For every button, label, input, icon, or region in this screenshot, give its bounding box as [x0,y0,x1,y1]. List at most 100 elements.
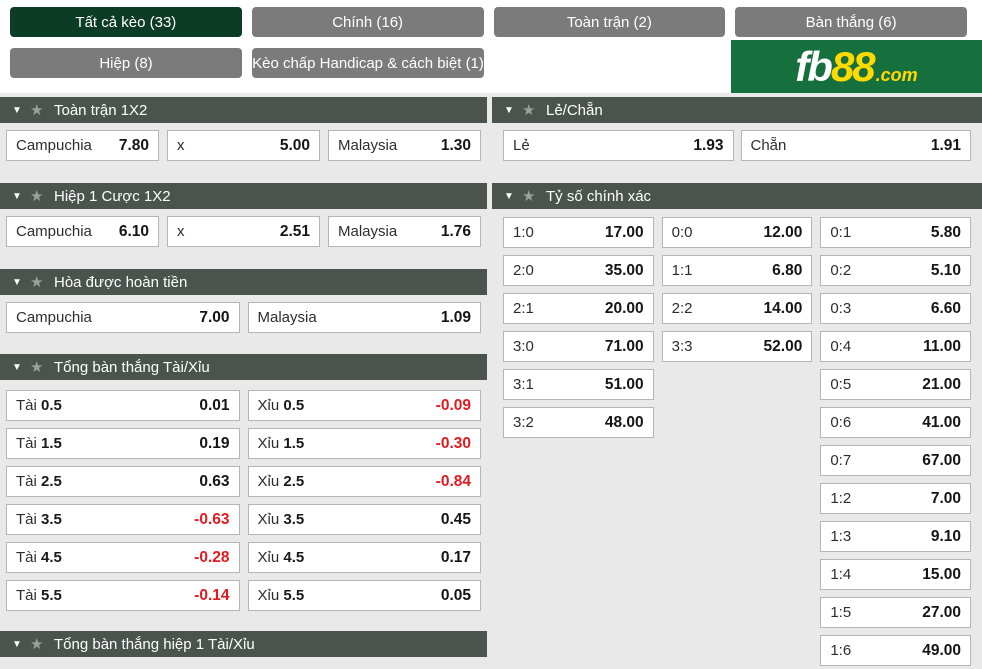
fulltime-1x2-odds-row: Campuchia 7.80 x 5.00 Malaysia 1.30 [6,130,481,161]
score-odds-cell[interactable]: 0:6 41.00 [820,407,971,438]
under-odds-cell[interactable]: Xỉu 1.5 -0.30 [247,428,481,459]
favorite-star-icon[interactable]: ★ [30,274,44,291]
collapse-caret-icon[interactable]: ▼ [12,361,22,373]
odds-cell-draw[interactable]: x 5.00 [167,130,320,161]
odds-cell-even[interactable]: Chẵn 1.91 [740,130,971,161]
tab-main[interactable]: Chính (16) [251,7,484,37]
collapse-caret-icon[interactable]: ▼ [504,190,514,202]
section-header-odd-even[interactable]: ▼ ★ Lẻ/Chẵn [492,97,982,123]
over-odds-cell[interactable]: Tài 5.5 -0.14 [6,580,240,611]
favorite-star-icon[interactable]: ★ [30,188,44,205]
score-column-3: 0:1 5.80 0:2 5.10 0:3 6.60 0:4 11.00 0:5 21.0… [820,217,971,666]
market-filter-tabs-row2: Hiệp (8) Kèo chấp Handicap & cách biệt (… [10,48,484,78]
tab-goals[interactable]: Bàn thắng (6) [735,7,967,37]
odds-cell-away[interactable]: Malaysia 1.09 [247,302,481,333]
score-odds-cell[interactable]: 1:0 17.00 [503,217,654,248]
over-odds-cell[interactable]: Tài 4.5 -0.28 [6,542,240,573]
favorite-star-icon[interactable]: ★ [30,359,44,376]
score-odds-cell[interactable]: 1:2 7.00 [820,483,971,514]
over-under-row: Tài 1.5 0.19 Xỉu 1.5 -0.30 [6,428,481,459]
odds-cell-away[interactable]: Malaysia 1.30 [328,130,481,161]
score-odds-cell[interactable]: 0:0 12.00 [661,217,813,248]
odds-cell-home[interactable]: Campuchia 7.00 [6,302,240,333]
collapse-caret-icon[interactable]: ▼ [12,104,22,116]
tab-fulltime[interactable]: Toàn trận (2) [493,7,726,37]
odds-cell-home[interactable]: Campuchia 7.80 [6,130,159,161]
total-goals-rows: Tài 0.5 0.01 Xỉu 0.5 -0.09 Tài 1.5 0.19 … [6,390,481,611]
score-odds-cell[interactable]: 3:0 71.00 [503,331,654,362]
score-odds-cell[interactable]: 2:1 20.00 [503,293,654,324]
fb88-logo: fb 88 .com [731,40,982,93]
over-under-row: Tài 3.5 -0.63 Xỉu 3.5 0.45 [6,504,481,535]
tab-all-bets[interactable]: Tất cả kèo (33) [10,7,242,37]
section-header-fulltime-1x2[interactable]: ▼ ★ Toàn trận 1X2 [0,97,487,123]
collapse-caret-icon[interactable]: ▼ [12,276,22,288]
section-title: Toàn trận 1X2 [54,101,148,119]
odds-cell-draw[interactable]: x 2.51 [167,216,320,247]
over-under-row: Tài 4.5 -0.28 Xỉu 4.5 0.17 [6,542,481,573]
under-odds-cell[interactable]: Xỉu 3.5 0.45 [247,504,481,535]
left-column: ▼ ★ Toàn trận 1X2 Campuchia 7.80 x 5.00 … [0,97,487,657]
under-odds-cell[interactable]: Xỉu 5.5 0.05 [247,580,481,611]
section-title: Hòa được hoàn tiền [54,273,188,291]
over-under-row: Tài 2.5 0.63 Xỉu 2.5 -0.84 [6,466,481,497]
section-header-draw-refund[interactable]: ▼ ★ Hòa được hoàn tiền [0,269,487,295]
correct-score-grid: 1:0 17.00 2:0 35.00 2:1 20.00 3:0 71.00 3:1 5… [503,217,971,666]
score-odds-cell[interactable]: 1:4 15.00 [820,559,971,590]
under-odds-cell[interactable]: Xỉu 2.5 -0.84 [247,466,481,497]
score-odds-cell[interactable]: 0:1 5.80 [820,217,971,248]
section-header-correct-score[interactable]: ▼ ★ Tỷ số chính xác [492,183,982,209]
score-column-1: 1:0 17.00 2:0 35.00 2:1 20.00 3:0 71.00 3:1 5… [503,217,654,438]
score-odds-cell[interactable]: 0:5 21.00 [820,369,971,400]
score-odds-cell[interactable]: 1:6 49.00 [820,635,971,666]
score-odds-cell[interactable]: 1:5 27.00 [820,597,971,628]
score-odds-cell[interactable]: 0:2 5.10 [820,255,971,286]
score-odds-cell[interactable]: 3:3 52.00 [661,331,813,362]
over-under-row: Tài 0.5 0.01 Xỉu 0.5 -0.09 [6,390,481,421]
section-title: Tỷ số chính xác [546,187,652,205]
over-odds-cell[interactable]: Tài 2.5 0.63 [6,466,240,497]
favorite-star-icon[interactable]: ★ [30,102,44,119]
odds-cell-odd[interactable]: Lẻ 1.93 [503,130,734,161]
score-odds-cell[interactable]: 3:1 51.00 [503,369,654,400]
section-title: Lẻ/Chẵn [546,101,603,119]
odds-cell-away[interactable]: Malaysia 1.76 [328,216,481,247]
score-odds-cell[interactable]: 3:2 48.00 [503,407,654,438]
over-odds-cell[interactable]: Tài 3.5 -0.63 [6,504,240,535]
favorite-star-icon[interactable]: ★ [30,636,44,653]
tab-handicap[interactable]: Kèo chấp Handicap & cách biệt (1) [252,48,484,78]
favorite-star-icon[interactable]: ★ [522,188,536,205]
tab-half[interactable]: Hiệp (8) [10,48,242,78]
favorite-star-icon[interactable]: ★ [522,102,536,119]
right-column: ▼ ★ Lẻ/Chẵn Lẻ 1.93 Chẵn 1.91 ▼ ★ Tỷ số … [492,97,982,666]
score-odds-cell[interactable]: 1:3 9.10 [820,521,971,552]
under-odds-cell[interactable]: Xỉu 0.5 -0.09 [247,390,481,421]
score-odds-cell[interactable]: 2:2 14.00 [661,293,813,324]
logo-com-text: .com [875,65,918,85]
collapse-caret-icon[interactable]: ▼ [12,638,22,650]
section-header-half1-total-goals[interactable]: ▼ ★ Tổng bàn thắng hiệp 1 Tài/Xỉu [0,631,487,657]
odd-even-odds-row: Lẻ 1.93 Chẵn 1.91 [503,130,971,161]
over-odds-cell[interactable]: Tài 0.5 0.01 [6,390,240,421]
over-odds-cell[interactable]: Tài 1.5 0.19 [6,428,240,459]
odds-cell-home[interactable]: Campuchia 6.10 [6,216,159,247]
score-odds-cell[interactable]: 0:4 11.00 [820,331,971,362]
score-odds-cell[interactable]: 1:1 6.80 [661,255,813,286]
market-filter-tabs-row1: Tất cả kèo (33) Chính (16) Toàn trận (2)… [10,7,967,37]
collapse-caret-icon[interactable]: ▼ [504,104,514,116]
section-title: Tổng bàn thắng hiệp 1 Tài/Xỉu [54,635,255,653]
section-header-half1-1x2[interactable]: ▼ ★ Hiệp 1 Cược 1X2 [0,183,487,209]
section-title: Tổng bàn thắng Tài/Xỉu [54,358,210,376]
over-under-row: Tài 5.5 -0.14 Xỉu 5.5 0.05 [6,580,481,611]
logo-88-text: 88 [830,42,876,90]
score-odds-cell[interactable]: 2:0 35.00 [503,255,654,286]
section-header-total-goals[interactable]: ▼ ★ Tổng bàn thắng Tài/Xỉu [0,354,487,380]
score-odds-cell[interactable]: 0:3 6.60 [820,293,971,324]
collapse-caret-icon[interactable]: ▼ [12,190,22,202]
draw-refund-odds-row: Campuchia 7.00 Malaysia 1.09 [6,302,481,333]
score-odds-cell[interactable]: 0:7 67.00 [820,445,971,476]
under-odds-cell[interactable]: Xỉu 4.5 0.17 [247,542,481,573]
half1-1x2-odds-row: Campuchia 6.10 x 2.51 Malaysia 1.76 [6,216,481,247]
score-column-2: 0:0 12.00 1:1 6.80 2:2 14.00 3:3 52.00 [661,217,813,362]
